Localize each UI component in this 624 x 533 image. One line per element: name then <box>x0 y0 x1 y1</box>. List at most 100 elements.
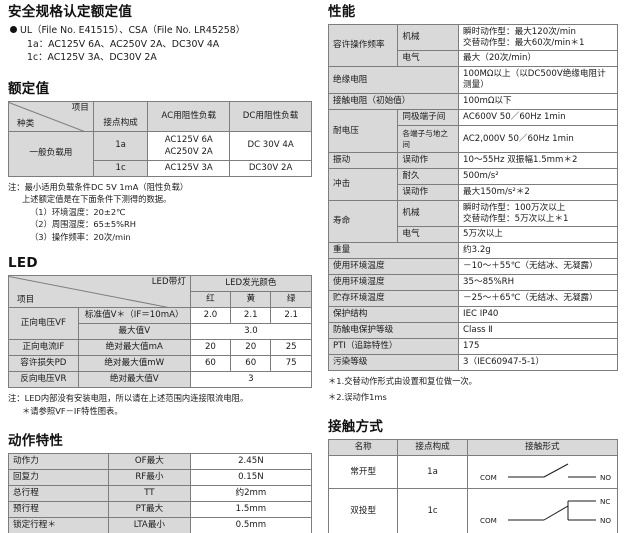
led-if-green: 25 <box>270 339 312 356</box>
table-row: 预行程 PT最大 1.5mm <box>8 501 313 518</box>
led-header-item: 项目 <box>17 295 35 305</box>
perf-value-shock-malfunction: 最大150m/s²＊2 <box>458 184 618 201</box>
perf-label-shock: 冲击 <box>327 168 399 201</box>
perf-value-withstand-ground: AC2,000V 50／60Hz 1min <box>458 125 618 153</box>
performance-notes: ＊1.交替动作形式由设置和复位做一次。 ＊2.误动作1ms <box>328 375 618 403</box>
perf-label-storage-temp: 贮存环境温度 <box>327 290 460 307</box>
led-item-vf: 正向电压VF <box>8 307 79 340</box>
contact-diagram-1c: COM NC NO <box>466 488 619 533</box>
table-row: 容许损失PD 绝对最大值mW 60 60 75 <box>8 355 312 372</box>
perf-value-storage-temp: －25～＋65℃（无结冰、无凝露） <box>458 290 618 307</box>
perf-value-op-temp: －10～＋55℃（无结冰、无凝露） <box>458 258 618 275</box>
contact-config-1a: 1a <box>397 455 468 489</box>
led-vf-yellow: 2.1 <box>230 307 272 324</box>
circuit-1c-no-label: NO <box>600 516 611 525</box>
section-title-dynamic: 动作特性 <box>8 433 64 449</box>
table-row: 回复力 RF最小 0.15N <box>8 469 313 486</box>
perf-sub-vibration: 误动作 <box>397 152 460 169</box>
perf-value-insulation: 100MΩ以上（以DC500V绝缘电阻计测量） <box>458 66 618 94</box>
perf-value-shock-class: Class Ⅱ <box>458 322 618 339</box>
rating-note-1: 上述额定值是在下面条件下测得的数据。 <box>22 194 172 204</box>
section-title-rating: 额定值 <box>8 80 50 97</box>
led-cond-vf-typ: 标准值V＊（IF＝10mA） <box>77 307 191 324</box>
dyn-val-0: 2.45N <box>189 453 313 470</box>
led-header-row-1: LED带灯 项目 LED发光颜色 <box>8 275 313 308</box>
dyn-sym-3: PT最大 <box>107 501 191 518</box>
left-column: 安全规格认定额定值 UL（File No. E41515）、CSA（File N… <box>8 0 313 533</box>
perf-value-pti: 175 <box>458 338 618 355</box>
perf-label-shock-class: 防触电保护等级 <box>327 322 460 339</box>
perf-label-insulation: 绝缘电阻 <box>327 66 460 94</box>
dyn-name-0: 动作力 <box>8 453 109 470</box>
table-row: 污染等级 3（IEC60947-5-1） <box>327 354 618 371</box>
led-pd-green: 75 <box>270 355 312 372</box>
perf-sub-life-elec: 电气 <box>397 226 460 243</box>
contact-header-config: 接点构成 <box>397 439 468 456</box>
perf-value-shock-durability: 500m/s² <box>458 168 618 185</box>
bullet-dot-icon <box>10 26 17 33</box>
section-title-contact: 接触方式 <box>328 419 384 435</box>
dyn-sym-2: TT <box>107 485 191 502</box>
rating-ac-1a: AC125V 6A AC250V 2A <box>147 130 231 161</box>
led-notes: 注：LED内部没有安装电阻，所以请在上述范围内连接限流电阻。 ＊请参照VF－IF… <box>8 392 312 417</box>
perf-label-vibration: 振动 <box>327 152 399 169</box>
contact-name-co: 双投型 <box>327 488 399 533</box>
rating-row-label: 一般负载用 <box>8 130 94 177</box>
circuit-1a-svg: COM NO <box>480 463 611 482</box>
table-row: 接触电阻（初始值） 100mΩ以下 <box>327 93 618 110</box>
table-row: PTI（追踪特性） 175 <box>327 338 618 355</box>
rating-header-row: 项目 种类 接点构成 AC用阻性负载 DC用阻性负载 <box>8 100 312 132</box>
rating-header-ac: AC用阻性负载 <box>147 100 231 132</box>
circuit-1a-com-label: COM <box>480 473 497 482</box>
rating-ac-1a-line2: AC250V 2A <box>164 146 213 157</box>
rating-contact-1c: 1c <box>92 159 149 177</box>
led-note-0: 注：LED内部没有安装电阻，所以请在上述范围内连接限流电阻。 <box>8 393 249 403</box>
table-row: 正向电压VF 标准值V＊（IF＝10mA） 2.0 2.1 2.1 <box>8 307 312 340</box>
dyn-sym-4: LTA最小 <box>107 517 191 533</box>
perf-label-withstand: 耐电压 <box>327 109 399 153</box>
dynamic-table: 动作力 OF最大 2.45N 回复力 RF最小 0.15N 总行程 TT 约2m… <box>8 453 313 533</box>
perf-value-weight: 约3.2g <box>458 242 618 259</box>
rating-header-type: 种类 <box>17 118 35 129</box>
perf-value-protection: IEC IP40 <box>458 306 618 323</box>
led-header-color-group: LED发光颜色 <box>189 275 313 292</box>
perf-value-contact-res: 100mΩ以下 <box>458 93 618 110</box>
table-row: 使用环境温度 －10～＋55℃（无结冰、无凝露） <box>327 258 618 275</box>
led-cond-pd: 绝对最大值mW <box>77 355 191 372</box>
circuit-1a-no-label: NO <box>600 473 611 482</box>
led-diagonal-header: LED带灯 项目 <box>8 275 191 308</box>
rating-note-3: （2）周围湿度：65±5%RH <box>30 219 137 229</box>
perf-sub-freq-mech: 机械 <box>397 24 460 51</box>
perf-label-op-humidity: 使用环境湿度 <box>327 274 460 291</box>
perf-value-withstand-same: AC600V 50／60Hz 1min <box>458 109 618 126</box>
perf-label-freq: 容许操作频率 <box>327 24 399 67</box>
rating-diagonal-header: 项目 种类 <box>8 100 94 132</box>
table-row: 容许操作频率 机械 瞬时动作型：最大120次/min 交替动作型：最大60次/m… <box>327 24 618 67</box>
dyn-name-2: 总行程 <box>8 485 109 502</box>
led-vf-max-all: 3.0 <box>189 323 313 340</box>
dyn-sym-1: RF最小 <box>107 469 191 486</box>
dyn-name-4: 锁定行程＊ <box>8 517 109 533</box>
perf-sub-withstand-ground: 各端子与地之间 <box>397 125 460 153</box>
table-row: 总行程 TT 约2mm <box>8 485 313 502</box>
circuit-1c-com-label: COM <box>480 516 497 525</box>
led-pd-yellow: 60 <box>230 355 272 372</box>
led-cond-if: 绝对最大值mA <box>77 339 191 356</box>
perf-value-op-humidity: 35～85%RH <box>458 274 618 291</box>
rating-note-2: （1）环境温度：20±2℃ <box>30 206 126 217</box>
perf-value-freq-mech: 瞬时动作型：最大120次/min 交替动作型：最大60次/min＊1 <box>458 24 618 51</box>
performance-table: 容许操作频率 机械 瞬时动作型：最大120次/min 交替动作型：最大60次/m… <box>327 24 618 371</box>
perf-life-line1: 瞬时动作型：100万次以上 <box>463 203 566 213</box>
rating-header-dc: DC用阻性负载 <box>229 100 312 132</box>
safety-bullet-line: UL（File No. E41515）、CSA（File No. LR45258… <box>10 24 312 38</box>
dyn-val-2: 约2mm <box>189 485 313 502</box>
safety-bullet-text: UL（File No. E41515）、CSA（File No. LR45258… <box>20 25 246 36</box>
dyn-val-1: 0.15N <box>189 469 313 486</box>
table-row: 重量 约3.2g <box>327 242 618 259</box>
dyn-name-3: 预行程 <box>8 501 109 518</box>
rating-dc-1c: DC30V 2A <box>229 159 312 177</box>
led-note-1: ＊请参照VF－IF特性图表。 <box>22 405 123 416</box>
perf-label-pti: PTI（追踪特性） <box>327 338 460 355</box>
contact-header-form: 接触形式 <box>466 439 619 456</box>
contact-diagram-1a: COM NO <box>466 455 619 489</box>
